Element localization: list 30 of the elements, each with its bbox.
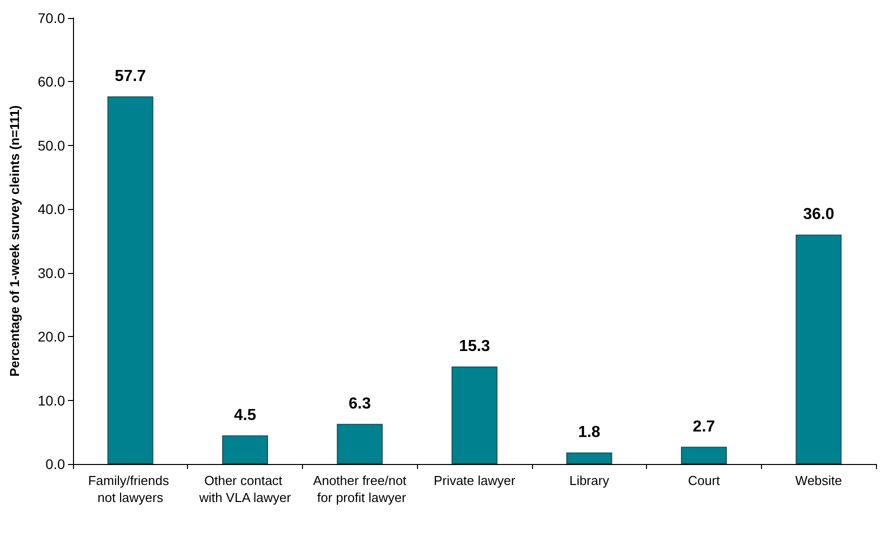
bar <box>336 424 383 464</box>
y-tick-label: 70.0 <box>38 10 66 26</box>
bar <box>680 446 727 464</box>
y-tick-label: 60.0 <box>38 74 66 90</box>
x-tick-label: Website <box>795 473 842 488</box>
x-tick-label: Library <box>569 473 610 488</box>
y-axis-title: Percentage of 1-week survey cleints (n=111) <box>7 105 22 377</box>
data-label: 15.3 <box>458 338 490 356</box>
y-tick-label: 20.0 <box>38 328 66 345</box>
data-label: 1.8 <box>578 424 600 442</box>
data-label: 57.7 <box>114 68 146 85</box>
x-tick-label: Family/friends not lawyers <box>88 473 173 505</box>
y-tick-label: 30.0 <box>38 264 66 281</box>
y-tick-label: 50.0 <box>38 137 66 154</box>
bar <box>796 234 842 464</box>
x-tick-label: Private lawyer <box>434 473 516 488</box>
y-tick-label: 0.0 <box>46 456 66 472</box>
bar <box>452 366 498 464</box>
bar <box>566 452 612 464</box>
y-tick-label: 40.0 <box>38 201 66 218</box>
data-label: 6.3 <box>348 395 372 412</box>
bar <box>222 435 268 464</box>
data-label: 36.0 <box>803 206 834 224</box>
x-tick-label: Another free/not for profit lawyer <box>313 473 407 505</box>
bar <box>107 96 154 464</box>
data-label: 2.7 <box>692 418 716 436</box>
data-label: 4.5 <box>234 406 256 424</box>
y-tick-label: 10.0 <box>38 392 66 408</box>
x-tick-label: Court <box>688 473 720 488</box>
x-tick-label: Other contact with VLA lawyer <box>198 473 292 505</box>
